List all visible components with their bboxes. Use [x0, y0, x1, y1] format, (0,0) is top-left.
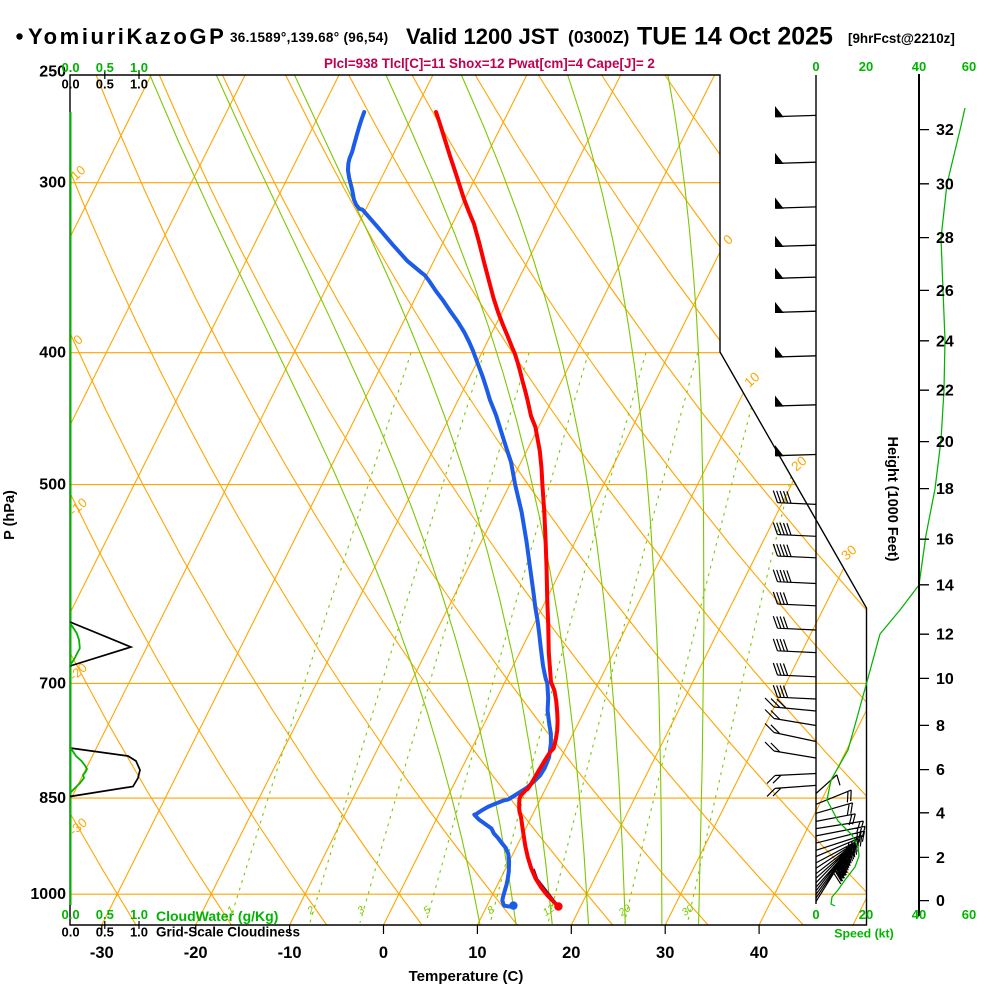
svg-text:Grid-Scale Cloudiness: Grid-Scale Cloudiness	[156, 925, 300, 940]
svg-text:Temperature (C): Temperature (C)	[409, 968, 524, 985]
svg-text:16: 16	[936, 532, 954, 549]
svg-text:8: 8	[485, 904, 497, 917]
svg-text:18: 18	[936, 481, 954, 498]
svg-text:Height (1000 Feet): Height (1000 Feet)	[884, 437, 900, 562]
svg-text:250: 250	[39, 64, 66, 81]
svg-text:CloudWater (g/Kg): CloudWater (g/Kg)	[156, 908, 278, 924]
svg-text:10: 10	[468, 944, 486, 962]
svg-text:20: 20	[859, 907, 873, 922]
svg-text:0.5: 0.5	[96, 60, 114, 75]
svg-text:-10: -10	[278, 944, 302, 962]
svg-text:0: 0	[936, 893, 945, 910]
svg-text:8: 8	[936, 718, 945, 735]
svg-text:60: 60	[962, 59, 976, 74]
svg-text:10: 10	[741, 369, 762, 390]
svg-text:P (hPa): P (hPa)	[2, 490, 18, 540]
svg-text:Speed (kt): Speed (kt)	[834, 927, 893, 941]
svg-text:40: 40	[912, 59, 926, 74]
svg-text:36.1589°,139.68° (96,54): 36.1589°,139.68° (96,54)	[230, 30, 388, 45]
svg-text:3: 3	[355, 904, 367, 917]
svg-text:400: 400	[39, 345, 66, 362]
svg-text:0.0: 0.0	[62, 77, 80, 92]
svg-text:1.0: 1.0	[130, 907, 148, 922]
svg-text:0.5: 0.5	[96, 907, 114, 922]
svg-text:40: 40	[750, 944, 768, 962]
svg-text:TUE 14 Oct 2025: TUE 14 Oct 2025	[637, 23, 833, 51]
svg-text:22: 22	[936, 383, 954, 400]
svg-text:1000: 1000	[30, 886, 66, 903]
svg-text:30: 30	[936, 176, 954, 193]
svg-text:28: 28	[936, 230, 954, 247]
svg-text:1.0: 1.0	[130, 925, 148, 940]
svg-text:0: 0	[812, 59, 819, 74]
svg-text:0: 0	[812, 907, 819, 922]
svg-text:30: 30	[656, 944, 674, 962]
svg-text:[9hrFcst@2210z]: [9hrFcst@2210z]	[848, 31, 955, 46]
svg-text:60: 60	[962, 907, 976, 922]
svg-text:1: 1	[225, 904, 237, 917]
svg-text:-30: -30	[90, 944, 114, 962]
svg-text:20: 20	[788, 453, 809, 474]
svg-text:10: 10	[936, 671, 954, 688]
svg-text:24: 24	[936, 333, 954, 350]
svg-text:4: 4	[936, 805, 945, 822]
svg-text:1.0: 1.0	[130, 60, 148, 75]
svg-text:30: 30	[838, 542, 859, 563]
svg-text:5: 5	[421, 904, 433, 917]
svg-text:0: 0	[379, 944, 388, 962]
svg-text:1.0: 1.0	[130, 77, 148, 92]
svg-text:(0300Z): (0300Z)	[568, 27, 629, 47]
svg-text:12: 12	[936, 627, 954, 644]
svg-text:0.0: 0.0	[62, 925, 80, 940]
svg-text:0.0: 0.0	[62, 60, 80, 75]
svg-text:300: 300	[39, 175, 66, 192]
svg-text:2: 2	[936, 850, 945, 867]
svg-text:40: 40	[912, 907, 926, 922]
svg-text:700: 700	[39, 675, 66, 692]
svg-text:-20: -20	[184, 944, 208, 962]
svg-text:6: 6	[936, 762, 945, 779]
svg-text:Plcl=938 Tlcl[C]=11 Shox=12 Pw: Plcl=938 Tlcl[C]=11 Shox=12 Pwat[cm]=4 C…	[324, 56, 655, 71]
svg-text:26: 26	[936, 283, 954, 300]
svg-text:32: 32	[936, 122, 954, 139]
svg-text:14: 14	[936, 577, 954, 594]
svg-text:500: 500	[39, 477, 66, 494]
svg-text:20: 20	[936, 434, 954, 451]
svg-text:20: 20	[562, 944, 580, 962]
svg-text:YomiuriKazoGP: YomiuriKazoGP	[28, 24, 226, 49]
svg-text:0.5: 0.5	[96, 77, 114, 92]
svg-text:Valid 1200 JST: Valid 1200 JST	[406, 24, 559, 49]
svg-text:20: 20	[859, 59, 873, 74]
svg-text:850: 850	[39, 790, 66, 807]
svg-text:0.0: 0.0	[62, 907, 80, 922]
svg-text:0.5: 0.5	[96, 925, 114, 940]
